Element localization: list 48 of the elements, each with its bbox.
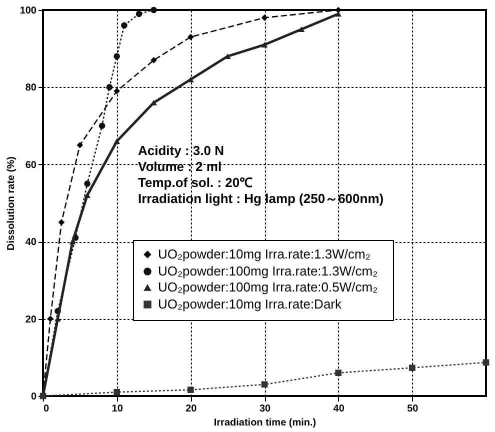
- y-tick-label: 100: [20, 6, 37, 16]
- point: [106, 84, 113, 90]
- annotation: Acidity : 3.0 N: [138, 143, 224, 158]
- point: [47, 316, 54, 322]
- x-tick-label: 30: [259, 404, 271, 414]
- point: [335, 11, 342, 17]
- point: [69, 238, 76, 244]
- x-tick-label: 10: [112, 404, 124, 414]
- point: [261, 42, 268, 48]
- point: [188, 34, 194, 40]
- point: [409, 364, 416, 371]
- point: [98, 122, 106, 129]
- legend-label: UO₂powder:100mg Irra.rate:0.5W/cm₂: [158, 280, 378, 294]
- point: [482, 359, 490, 366]
- y-tick-label: 60: [25, 160, 37, 171]
- point: [76, 142, 84, 148]
- x-axis-title: Irradiation time (min.): [214, 418, 316, 428]
- x-tick-label: 20: [186, 404, 198, 414]
- y-axis-title: Dissolution rate (%): [6, 156, 17, 250]
- point: [114, 138, 120, 144]
- point: [261, 14, 268, 21]
- legend-label: UO₂powder:10mg Irra.rate:Dark: [158, 296, 342, 312]
- y-tick-label: 20: [25, 314, 37, 326]
- y-tick-label: 40: [25, 237, 37, 248]
- legend-label: UO₂powder:10mg Irra.rate:1.3W/cm₂: [158, 246, 370, 262]
- point: [298, 26, 305, 32]
- x-tick-label: 50: [407, 404, 419, 414]
- y-tick-label: 80: [25, 82, 37, 94]
- annotation: Temp.of sol. : 20℃: [138, 175, 253, 190]
- point: [84, 180, 90, 187]
- point: [136, 10, 142, 18]
- point: [150, 57, 157, 64]
- annotation: Irradiation light : Hg lamp (250～600nm): [138, 191, 384, 206]
- point: [84, 192, 90, 198]
- point: [121, 22, 128, 29]
- point: [188, 386, 194, 393]
- point: [114, 388, 120, 396]
- x-tick-label: 0: [44, 404, 50, 414]
- y-tick-label: 0: [30, 392, 37, 402]
- point: [58, 219, 65, 226]
- point: [335, 370, 342, 376]
- x-tick-label: 40: [333, 404, 345, 414]
- point: [261, 381, 268, 388]
- point: [188, 76, 194, 82]
- legend-label: UO₂powder:100mg Irra.rate:1.3W/cm₂: [158, 264, 378, 278]
- point: [114, 53, 120, 60]
- point: [150, 6, 157, 14]
- point: [114, 88, 120, 94]
